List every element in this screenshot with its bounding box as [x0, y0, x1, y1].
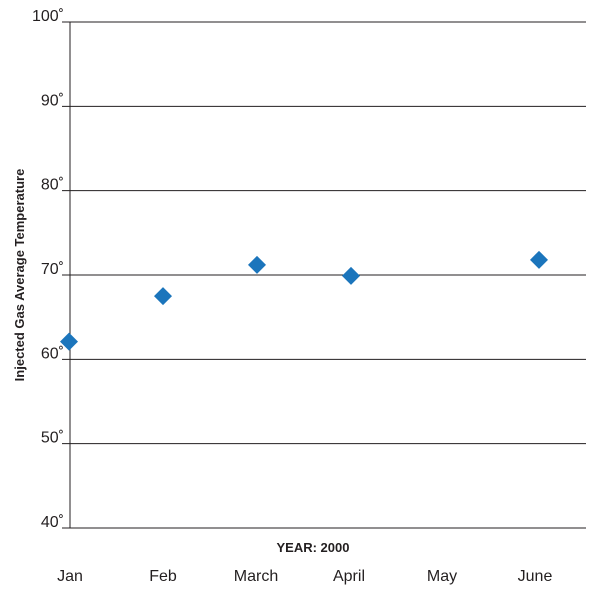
y-tick-label-80: 80˚	[41, 177, 64, 194]
data-point-june	[530, 250, 548, 269]
y-tick-labels: 40˚ 50˚ 60˚ 70˚ 80˚ 90˚ 100˚	[32, 8, 64, 531]
data-point-april	[342, 266, 360, 285]
y-tick-label-70: 70˚	[41, 261, 64, 278]
gridlines	[62, 21, 586, 529]
x-axis-title: YEAR: 2000	[277, 540, 350, 555]
data-point-march	[248, 255, 266, 274]
data-point-feb	[154, 287, 172, 306]
x-category-label-march: March	[234, 568, 278, 585]
data-point-jan	[60, 332, 78, 351]
y-axis-title: Injected Gas Average Temperature	[12, 169, 27, 382]
x-category-label-june: June	[518, 568, 553, 585]
y-tick-label-50: 50˚	[41, 430, 64, 447]
x-category-label-jan: Jan	[57, 568, 83, 585]
y-tick-label-100: 100˚	[32, 8, 64, 25]
x-category-label-may: May	[427, 568, 457, 585]
data-markers	[60, 250, 548, 351]
x-category-label-april: April	[333, 568, 365, 585]
y-tick-label-40: 40˚	[41, 514, 64, 531]
y-tick-label-60: 60˚	[41, 345, 64, 362]
y-tick-label-90: 90˚	[41, 92, 64, 109]
x-category-labels: Jan Feb March April May June	[57, 568, 552, 585]
x-category-label-feb: Feb	[149, 568, 177, 585]
